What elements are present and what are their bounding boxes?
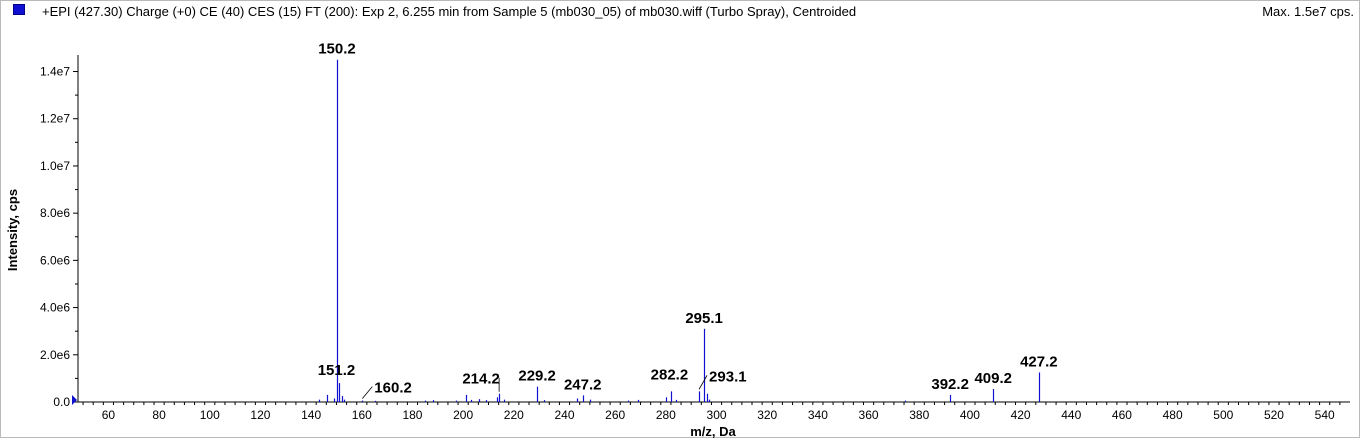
x-tick-label: 280 [656,408,676,422]
y-tick-label: 1.4e7 [40,65,70,79]
x-tick-label: 320 [757,408,777,422]
y-tick-label: 0.0 [53,395,70,409]
x-axis: 60 80 100 120 140 160 180 200 220 240 260 280 300 320… [78,401,1350,422]
max-intensity-label: Max. 1.5e7 cps. [1262,4,1354,19]
x-tick-label: 60 [102,408,116,422]
x-tick-label: 500 [1213,408,1233,422]
x-tick-label: 380 [909,408,929,422]
peak-label: 392.2 [931,376,969,393]
peak-labels-layer: 150.2 151.2 160.2 214.2 229.2 247.2 282.2 293.1… [318,41,1058,399]
y-tick-label: 6.0e6 [40,253,70,267]
peak-label: 150.2 [318,41,356,58]
peak-label-leader [698,375,708,390]
x-tick-label: 80 [152,408,166,422]
peak-label: 282.2 [651,366,689,383]
x-tick-label: 120 [250,408,270,422]
peak-label: 427.2 [1020,353,1058,370]
x-tick-label: 140 [301,408,321,422]
x-tick-label: 260 [605,408,625,422]
x-tick-label: 460 [1112,408,1132,422]
peak-label: 151.2 [318,362,356,379]
x-tick-label: 100 [200,408,220,422]
x-tick-label: 420 [1011,408,1031,422]
x-tick-label: 520 [1264,408,1284,422]
x-tick-label: 540 [1315,408,1335,422]
axis-origin-marker[interactable] [72,395,77,405]
x-tick-label: 400 [960,408,980,422]
spectrum-header: +EPI (427.30) Charge (+0) CE (40) CES (1… [0,0,1362,22]
y-tick-label: 4.0e6 [40,301,70,315]
y-axis-title: Intensity, cps [5,189,20,271]
x-tick-label: 440 [1061,408,1081,422]
peak-label: 160.2 [374,380,412,397]
x-tick-label: 200 [453,408,473,422]
x-tick-label: 180 [402,408,422,422]
y-axis: 0.0 2.0e6 4.0e6 6.0e6 8.0e6 1.0e7 1.2e7 1.4e7 [40,55,79,409]
peak-label-leader [361,386,373,399]
peak-label: 229.2 [518,368,556,385]
y-tick-label: 1.0e7 [40,159,70,173]
x-tick-label: 240 [554,408,574,422]
series-color-swatch[interactable] [13,4,25,15]
spectrum-title: +EPI (427.30) Charge (+0) CE (40) CES (1… [42,4,857,19]
x-tick-label: 340 [808,408,828,422]
x-tick-label: 300 [707,408,727,422]
y-tick-label: 1.2e7 [40,112,70,126]
peak-label: 247.2 [564,376,602,393]
x-axis-title: m/z, Da [690,424,736,439]
peaks-layer [318,59,1041,402]
y-tick-label: 8.0e6 [40,206,70,220]
x-tick-label: 160 [352,408,372,422]
peak-label: 214.2 [462,371,500,388]
y-tick-label: 2.0e6 [40,348,70,362]
peak-label: 293.1 [709,368,747,385]
x-tick-label: 360 [859,408,879,422]
peak-label: 295.1 [685,310,723,327]
x-tick-label: 480 [1163,408,1183,422]
x-tick-label: 220 [504,408,524,422]
peak-label: 409.2 [974,370,1012,387]
